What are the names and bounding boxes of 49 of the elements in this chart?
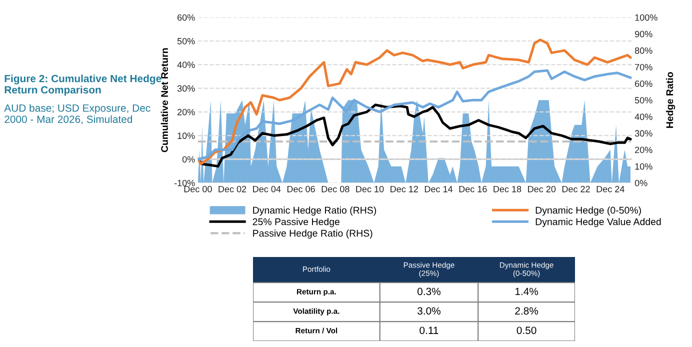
- y-tick-label: 30%: [177, 85, 195, 92]
- y-tick-label: 10%: [178, 132, 195, 139]
- text: 1.4%: [515, 288, 538, 296]
- line-series: [198, 104, 632, 168]
- y2-tick-label: 80%: [634, 47, 652, 54]
- x-tick-label: Dec 18: [494, 186, 522, 192]
- text: 3.0%: [418, 307, 440, 315]
- y-tick-label: 20%: [178, 108, 195, 116]
- x-tick-label: Dec 04: [253, 186, 281, 192]
- text: 0.3%: [418, 288, 440, 296]
- y-tick-label: 40%: [177, 62, 195, 68]
- legend-label: Dynamic Hedge (0-50%): [536, 206, 641, 216]
- x-tick-label: Dec 08: [322, 186, 350, 192]
- y2-tick-label: 90%: [634, 30, 652, 38]
- y2-tick-label: 10%: [635, 163, 652, 170]
- x-tick-label: Dec 00: [184, 186, 212, 192]
- x-tick-label: Dec 24: [596, 186, 624, 192]
- x-tick-label: Dec 12: [390, 186, 418, 192]
- legend-label: Dynamic Hedge Ratio (RHS): [253, 206, 376, 216]
- y2-tick-label: 20%: [635, 146, 652, 154]
- y2-tick-label: 50%: [634, 97, 652, 104]
- x-tick-label: Dec 10: [356, 186, 384, 192]
- text: 2.8%: [515, 307, 538, 315]
- text: AUD base; USD Exposure, Dec 2000 - Mar 2026, Simulated: [4, 104, 150, 124]
- y2-tick-label: 30%: [634, 130, 652, 137]
- x-tick-label: Dec 16: [459, 186, 487, 192]
- text: Figure 2: Cumulative Net Hedge Return Comparison: [4, 74, 162, 96]
- legend-label: Dynamic Hedge Value Added: [536, 218, 661, 228]
- x-tick-label: Dec 22: [562, 186, 590, 192]
- y-tick-label: -10%: [174, 180, 195, 186]
- legend-label: Passive Hedge Ratio (RHS): [253, 230, 372, 239]
- y2-axis-title: Hedge Ratio: [666, 72, 676, 128]
- legend-label: 25% Passive Hedge: [252, 218, 340, 228]
- y2-tick-label: 40%: [634, 114, 652, 120]
- y-tick-label: 50%: [177, 38, 195, 44]
- y-tick-label: 0%: [182, 156, 195, 163]
- y-axis-title: Cumulative Net Return: [160, 48, 168, 152]
- y2-tick-label: 70%: [635, 64, 652, 70]
- y-tick-label: 60%: [178, 14, 195, 21]
- text: 0.50: [516, 326, 536, 334]
- x-tick-label: Dec 14: [424, 186, 453, 192]
- y2-tick-label: 100%: [635, 14, 658, 21]
- x-tick-label: Dec 02: [218, 186, 246, 192]
- y2-tick-label: 60%: [635, 80, 652, 87]
- text: 0.11: [420, 326, 438, 334]
- line-series: [198, 38, 632, 166]
- x-tick-label: Dec 06: [287, 186, 315, 192]
- x-tick-label: Dec 20: [528, 186, 556, 192]
- y2-tick-label: 0%: [634, 180, 648, 186]
